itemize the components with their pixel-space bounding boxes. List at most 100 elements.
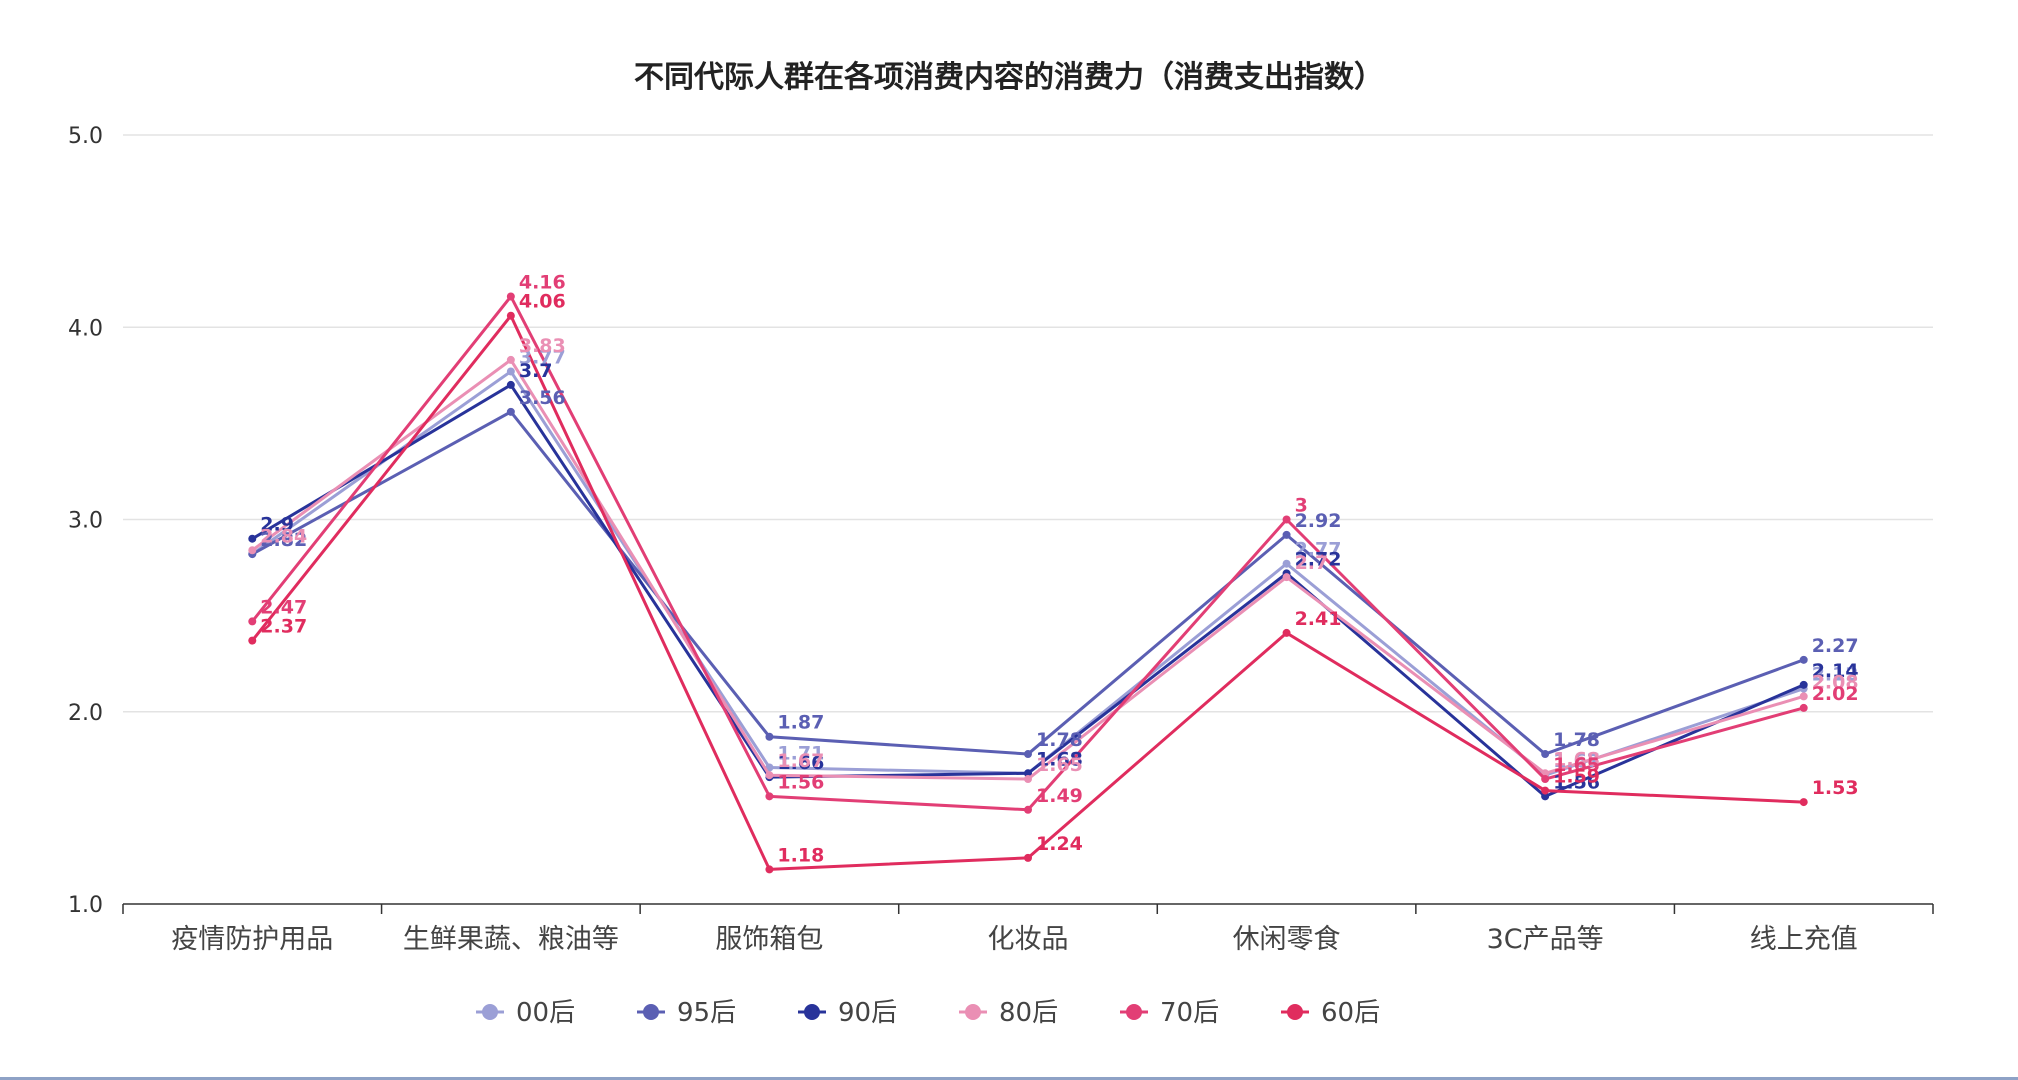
data-label: 1.66 bbox=[777, 752, 824, 774]
data-label: 1.56 bbox=[1553, 771, 1600, 793]
data-label: 3.77 bbox=[519, 346, 566, 368]
data-label: 2.12 bbox=[1812, 664, 1859, 686]
x-tick-label: 服饰箱包 bbox=[715, 924, 823, 955]
data-point bbox=[1024, 769, 1032, 778]
legend-swatch-marker bbox=[643, 1004, 659, 1020]
x-tick-label: 生鲜果蔬、粮油等 bbox=[403, 924, 619, 955]
data-point bbox=[1541, 750, 1550, 759]
data-label: 1.53 bbox=[1812, 777, 1859, 799]
legend-label: 80后 bbox=[999, 998, 1058, 1028]
legend-label: 00后 bbox=[516, 998, 575, 1028]
data-label: 1.71 bbox=[777, 743, 824, 765]
legend-label: 90后 bbox=[838, 998, 897, 1028]
data-label: 2.72 bbox=[1295, 548, 1342, 570]
data-label: 2.7 bbox=[1295, 552, 1329, 574]
data-point bbox=[248, 546, 257, 555]
data-point bbox=[765, 865, 774, 874]
series-line bbox=[251, 410, 1805, 756]
data-label: 2.82 bbox=[260, 529, 307, 551]
data-point bbox=[1282, 628, 1291, 637]
data-label: 2.14 bbox=[1812, 660, 1859, 682]
data-point bbox=[1282, 559, 1291, 568]
data-label: 1.68 bbox=[1036, 748, 1083, 770]
data-label: 3 bbox=[1295, 495, 1308, 517]
data-label: 3.7 bbox=[519, 360, 553, 382]
legend: 00后 95后 90后 80后 70后 60后 bbox=[476, 998, 1380, 1028]
data-label: 2.37 bbox=[260, 616, 307, 638]
data-point bbox=[1799, 703, 1808, 712]
legend-swatch-marker bbox=[1287, 1004, 1303, 1020]
legend-swatch-marker bbox=[1126, 1004, 1142, 1020]
data-point bbox=[1799, 798, 1808, 807]
data-point bbox=[506, 367, 515, 376]
data-point bbox=[765, 732, 774, 741]
data-point bbox=[1282, 530, 1291, 539]
data-label: 1.68 bbox=[1036, 748, 1083, 770]
legend-swatch-marker bbox=[482, 1004, 498, 1020]
chart-title: 不同代际人群在各项消费内容的消费力（消费支出指数） bbox=[634, 60, 1384, 95]
data-point bbox=[1024, 853, 1032, 862]
y-tick-label: 4.0 bbox=[68, 316, 103, 341]
data-label: 3.56 bbox=[519, 387, 566, 409]
data-label: 2.77 bbox=[1295, 539, 1342, 561]
data-point bbox=[1541, 792, 1550, 801]
data-label: 1.67 bbox=[1553, 750, 1600, 772]
data-labels: 2.823.771.71 1.682.771.672.122.823.561.87… bbox=[260, 271, 1858, 866]
series-line bbox=[251, 369, 1805, 777]
y-tick-label: 1.0 bbox=[68, 893, 103, 918]
data-label: 4.06 bbox=[519, 291, 566, 313]
x-axis-ticks: 疫情防护用品 生鲜果蔬、粮油等 服饰箱包 化妆品 休闲零食 3C产品等 线上充值 bbox=[171, 924, 1857, 955]
data-point bbox=[1024, 805, 1032, 814]
legend-label: 95后 bbox=[677, 998, 736, 1028]
data-label: 2.08 bbox=[1812, 671, 1859, 693]
data-label: 2.47 bbox=[260, 596, 307, 618]
y-tick-label: 2.0 bbox=[68, 701, 103, 726]
data-point bbox=[765, 771, 774, 780]
data-label: 1.59 bbox=[1553, 766, 1600, 788]
data-label: 1.18 bbox=[777, 844, 824, 866]
data-label: 1.65 bbox=[1553, 754, 1600, 776]
data-point bbox=[1799, 692, 1808, 701]
data-label: 1.49 bbox=[1036, 785, 1083, 807]
legend-label: 60后 bbox=[1321, 998, 1380, 1028]
series-group bbox=[248, 292, 1808, 874]
data-label: 1.24 bbox=[1036, 833, 1083, 855]
data-point bbox=[506, 311, 515, 320]
data-label: 2.84 bbox=[260, 525, 307, 547]
data-label: 1.87 bbox=[777, 712, 824, 734]
y-tick-label: 3.0 bbox=[68, 509, 103, 534]
data-label: 1.67 bbox=[777, 750, 824, 772]
data-point bbox=[1282, 573, 1291, 582]
bottom-border bbox=[0, 1077, 2018, 1080]
series-line bbox=[251, 358, 1805, 781]
legend-swatch-marker bbox=[965, 1004, 981, 1020]
data-label: 1.65 bbox=[1036, 754, 1083, 776]
data-label: 2.92 bbox=[1295, 510, 1342, 532]
x-tick-label: 线上充值 bbox=[1750, 924, 1858, 955]
data-label: 2.82 bbox=[260, 529, 307, 551]
data-point bbox=[1282, 515, 1291, 524]
data-point bbox=[1541, 775, 1550, 784]
data-point bbox=[1799, 655, 1808, 664]
legend-label: 70后 bbox=[1160, 998, 1219, 1028]
data-point bbox=[506, 355, 515, 364]
data-point bbox=[506, 292, 515, 301]
data-point bbox=[248, 617, 257, 626]
x-tick-label: 休闲零食 bbox=[1233, 924, 1341, 955]
y-tick-label: 5.0 bbox=[68, 124, 103, 149]
y-axis-ticks: 1.0 2.0 3.0 4.0 5.0 bbox=[68, 124, 103, 918]
data-point bbox=[1024, 750, 1032, 759]
data-label: 2.9 bbox=[260, 514, 294, 536]
data-point bbox=[1024, 775, 1032, 784]
data-point bbox=[248, 636, 257, 645]
data-point bbox=[765, 792, 774, 801]
data-label: 1.78 bbox=[1036, 729, 1083, 751]
data-label: 2.02 bbox=[1812, 683, 1859, 705]
data-point bbox=[1541, 786, 1550, 795]
data-point bbox=[506, 380, 515, 389]
data-label: 3.83 bbox=[519, 335, 566, 357]
data-label: 2.41 bbox=[1295, 608, 1342, 630]
data-point bbox=[506, 407, 515, 416]
data-label: 2.27 bbox=[1812, 635, 1859, 657]
